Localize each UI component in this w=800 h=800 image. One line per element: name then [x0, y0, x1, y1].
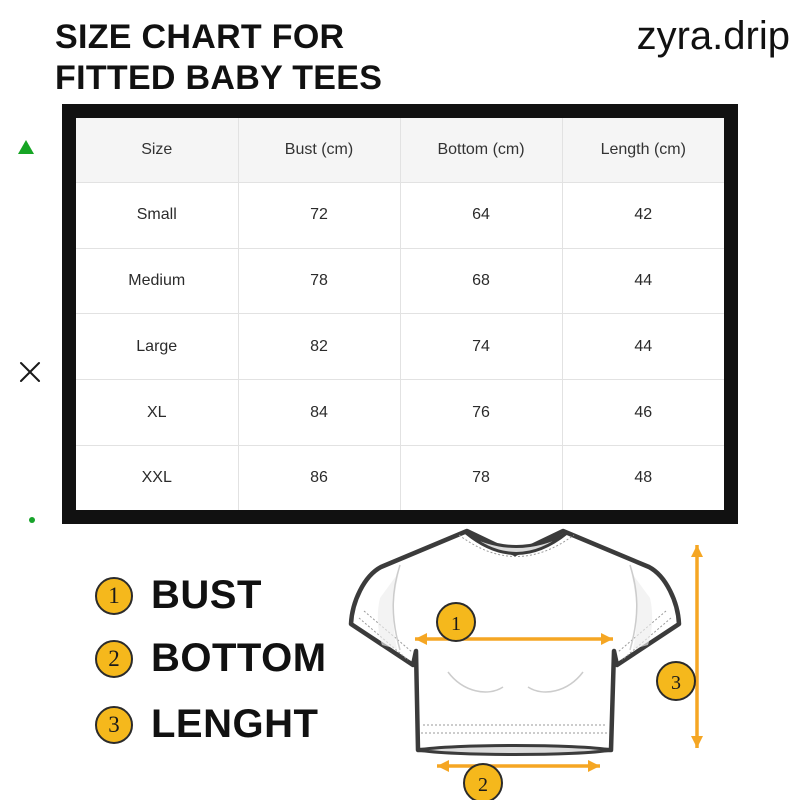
svg-text:2: 2	[478, 774, 488, 796]
svg-text:1: 1	[451, 613, 461, 635]
svg-text:3: 3	[671, 672, 681, 694]
